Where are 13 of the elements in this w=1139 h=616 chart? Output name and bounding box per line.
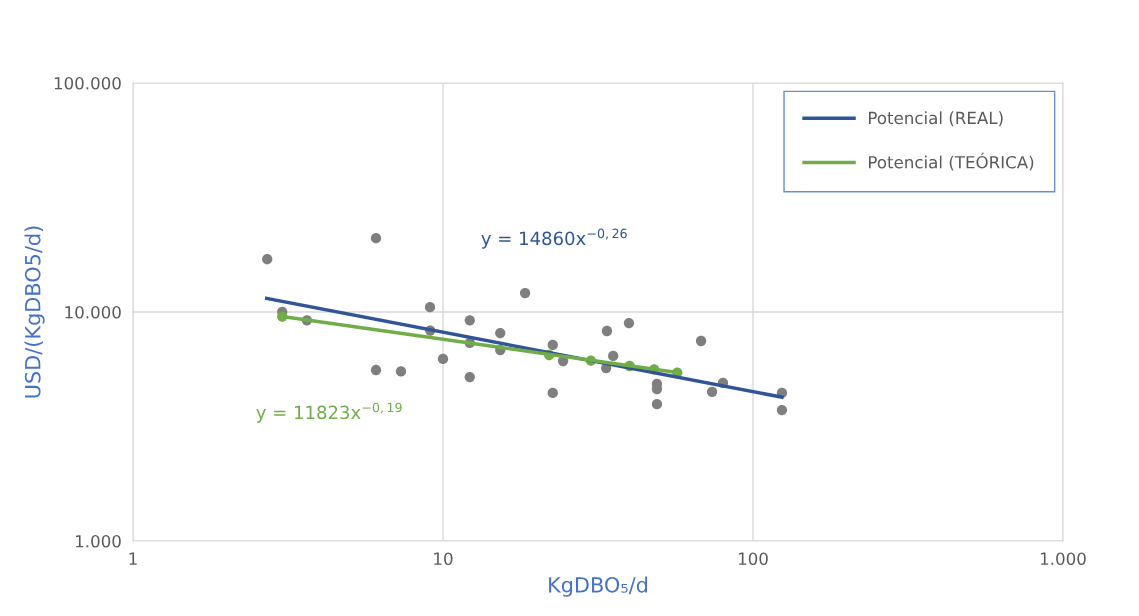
x-tick-label: 100 [738,552,768,566]
legend-label: Potencial (TEÓRICA) [869,152,1034,171]
annotation: y = 11823x$^{−0,19}$ [256,402,402,423]
x-tick-label: 1 [129,552,137,565]
legend-label: Potencial (REAL) [869,111,1003,127]
y-tick-label: 100.000 [54,76,121,90]
y-axis-title: USD/(KgDBO5/d) [24,226,45,398]
x-axis-title: KgDBO₅/d [549,576,648,597]
x-tick-label: 1.000 [1040,552,1086,566]
x-tick-label: 10 [434,552,453,566]
annotation: y = 14860x$^{−0,26}$ [481,228,627,249]
y-tick-label: 1.000 [76,534,121,548]
y-tick-label: 10.000 [65,305,121,319]
